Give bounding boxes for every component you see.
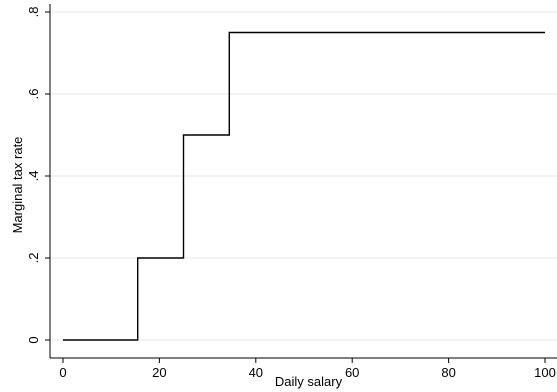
y-tick-label-4: .8 bbox=[26, 7, 41, 18]
labels-layer: Daily salary Marginal tax rate bbox=[10, 137, 343, 389]
x-tick-label-1: 20 bbox=[152, 365, 166, 380]
y-tick-label-0: 0 bbox=[26, 336, 41, 343]
y-tick-label-1: .2 bbox=[26, 253, 41, 264]
x-tick-label-4: 80 bbox=[441, 365, 455, 380]
x-tick-label-2: 40 bbox=[249, 365, 263, 380]
series-line-0 bbox=[63, 31, 545, 341]
x-tick-label-3: 60 bbox=[345, 365, 359, 380]
y-tick-label-3: .6 bbox=[26, 89, 41, 100]
x-tick-label-5: 100 bbox=[534, 365, 556, 380]
grid-layer bbox=[50, 11, 557, 341]
x-axis-title: Daily salary bbox=[275, 374, 343, 389]
series-layer bbox=[63, 31, 545, 341]
y-axis-title: Marginal tax rate bbox=[10, 137, 25, 234]
axes-layer: 0 .2 .4 .6 .8 0 20 40 60 80 100 bbox=[26, 4, 557, 380]
x-tick-label-0: 0 bbox=[59, 365, 66, 380]
y-tick-label-2: .4 bbox=[26, 171, 41, 182]
